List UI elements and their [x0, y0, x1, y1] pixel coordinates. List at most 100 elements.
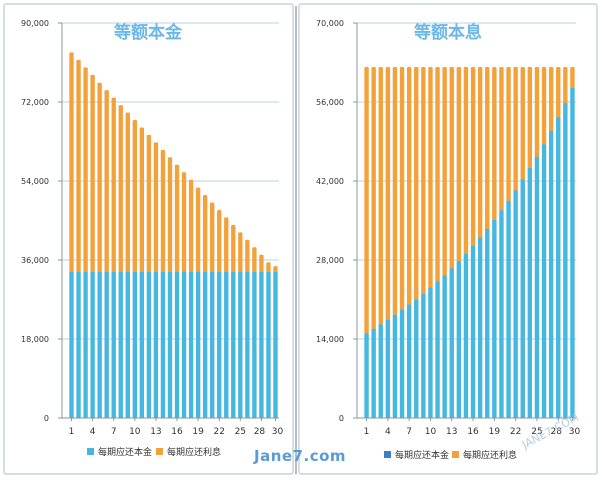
chart-2-bar-interest-10 — [428, 67, 433, 289]
chart-2-xtick-label-7: 22 — [510, 427, 521, 437]
chart-2-bar-principal-7 — [406, 304, 412, 418]
chart-2-bar-interest-8 — [414, 67, 419, 300]
chart-1-ytick-label-5: 90,000 — [21, 19, 49, 28]
chart-1-bar-interest-4 — [90, 74, 95, 273]
chart-2-bar-interest-23 — [520, 67, 525, 180]
chart-1-legend-swatch-1 — [87, 448, 94, 455]
chart-1: 0 18,000 36,000 54,000 72,000 90,000 1 4 7 10 13 16… — [21, 19, 283, 458]
chart-1-bar-principal-2 — [76, 271, 81, 418]
chart-2-legend-swatch-1 — [384, 451, 391, 458]
chart-1-bar-principal-13 — [153, 271, 159, 418]
chart-1-bar-interest-22 — [217, 209, 222, 273]
chart-2-bar-interest-2 — [371, 67, 376, 330]
chart-2-bar-interest-27 — [548, 67, 554, 132]
chart-1-bar-interest-10 — [132, 119, 137, 273]
chart-2-bar-principal-9 — [421, 293, 426, 418]
chart-1-bar-interest-9 — [125, 112, 130, 273]
chart-1-legend-label-2: 每期应还利息 — [167, 446, 221, 458]
chart-2-bar-principal-29 — [563, 103, 568, 418]
chart-1-bar-interest-14 — [160, 149, 166, 273]
chart-1-bar-principal-6 — [104, 271, 109, 418]
chart-2-bar-principal-18 — [485, 228, 490, 418]
chart-1-bar-principal-8 — [118, 271, 123, 418]
chart-2-bar-interest-5 — [392, 67, 398, 316]
chart-2-bar-interest-24 — [527, 67, 533, 169]
chart-2-bar-principal-25 — [534, 156, 540, 418]
chart-1-xtick-label-0: 1 — [69, 427, 75, 437]
watermark: Jane7.com — [254, 447, 347, 465]
chart-1-bar-principal-18 — [188, 271, 194, 418]
chart-2-bar-principal-16 — [470, 245, 476, 418]
chart-2-bar-principal-27 — [548, 130, 554, 418]
chart-1-bar-principal-30 — [273, 271, 278, 418]
chart-1-bar-principal-1 — [69, 271, 74, 418]
chart-2: 0 14,000 28,000 42,000 56,000 70,000 1 4 7 10 13 16… — [316, 19, 580, 461]
chart-2-ytick-label-2: 28,000 — [316, 256, 344, 265]
chart-2-xtick-label-3: 10 — [425, 427, 437, 437]
chart-2-bar-interest-14 — [456, 67, 462, 262]
chart-1-bar-principal-10 — [132, 271, 137, 418]
chart-2-bar-interest-20 — [499, 67, 504, 211]
chart-1-xtick-label-4: 13 — [150, 427, 161, 437]
chart-2-bar-principal-14 — [456, 261, 462, 418]
chart-1-ytick-label-3: 54,000 — [21, 177, 49, 186]
chart-2-bar-interest-3 — [378, 67, 383, 325]
chart-1-bar-principal-21 — [210, 271, 215, 418]
chart-2-bar-principal-10 — [428, 287, 433, 418]
chart-2-bar-interest-19 — [492, 67, 497, 221]
chart-1-bar-principal-24 — [231, 271, 236, 418]
chart-1-bar-interest-6 — [104, 90, 109, 273]
chart-1-bar-principal-15 — [167, 271, 173, 418]
chart-2-bar-principal-20 — [499, 210, 504, 418]
chart-1-bar-interest-28 — [259, 254, 264, 273]
chart-1-bar-interest-17 — [181, 172, 187, 273]
chart-1-bar-interest-23 — [224, 217, 229, 273]
chart-1-bar-principal-20 — [202, 271, 208, 418]
chart-1-bar-interest-8 — [118, 105, 123, 273]
chart-1-bar-principal-7 — [111, 271, 116, 418]
chart-2-bar-interest-13 — [449, 67, 454, 269]
chart-1-bar-principal-22 — [217, 271, 222, 418]
chart-2-xtick-label-4: 13 — [446, 427, 457, 437]
chart-2-bar-principal-4 — [385, 319, 391, 418]
chart-2-legend-label-2: 每期应还利息 — [463, 449, 517, 461]
chart-2-bar-principal-22 — [513, 190, 518, 418]
chart-2-bar-principal-13 — [449, 268, 454, 418]
chart-2-ytick-label-1: 14,000 — [316, 335, 344, 344]
chart-2-bar-interest-17 — [477, 67, 483, 238]
chart-2-bar-principal-19 — [492, 219, 497, 418]
chart-2-bar-interest-6 — [399, 67, 405, 311]
chart-2-ytick-label-3: 42,000 — [316, 177, 344, 186]
chart-1-ytick-label-0: 0 — [44, 414, 49, 423]
chart-2-bar-interest-15 — [463, 67, 469, 255]
chart-1-xtick-label-10: 30 — [272, 427, 284, 437]
chart-2-bar-interest-26 — [541, 67, 547, 145]
chart-2-xtick-label-0: 1 — [364, 427, 370, 437]
chart-1-legend-swatch-2 — [156, 448, 163, 455]
chart-1-bar-principal-14 — [160, 271, 166, 418]
chart-2-bar-interest-28 — [556, 67, 561, 118]
chart-2-bar-principal-17 — [477, 237, 483, 418]
chart-2-bar-principal-21 — [506, 200, 511, 418]
chart-1-ytick-label-1: 18,000 — [21, 335, 49, 344]
chart-1-bar-interest-15 — [167, 157, 173, 273]
chart-2-legend-swatch-2 — [452, 451, 459, 458]
chart-2-bar-principal-1 — [364, 333, 369, 418]
chart-2-bar-principal-2 — [371, 328, 376, 418]
chart-1-ytick-label-2: 36,000 — [21, 256, 49, 265]
chart-1-bar-interest-30 — [273, 266, 278, 273]
chart-2-bar-interest-9 — [421, 67, 426, 295]
chart-1-bar-principal-16 — [174, 271, 180, 418]
chart-1-bar-principal-17 — [181, 271, 187, 418]
chart-1-bar-principal-28 — [259, 271, 264, 418]
chart-1-bar-principal-3 — [83, 271, 88, 418]
chart-1-bar-interest-3 — [83, 67, 88, 273]
chart-2-bar-principal-11 — [435, 281, 440, 418]
chart-2-xtick-label-1: 4 — [385, 427, 391, 437]
chart-2-bar-interest-29 — [563, 67, 568, 104]
chart-2-bar-principal-30 — [570, 87, 575, 419]
chart-2-xtick-label-6: 19 — [489, 427, 501, 437]
chart-1-bar-interest-18 — [188, 179, 194, 273]
